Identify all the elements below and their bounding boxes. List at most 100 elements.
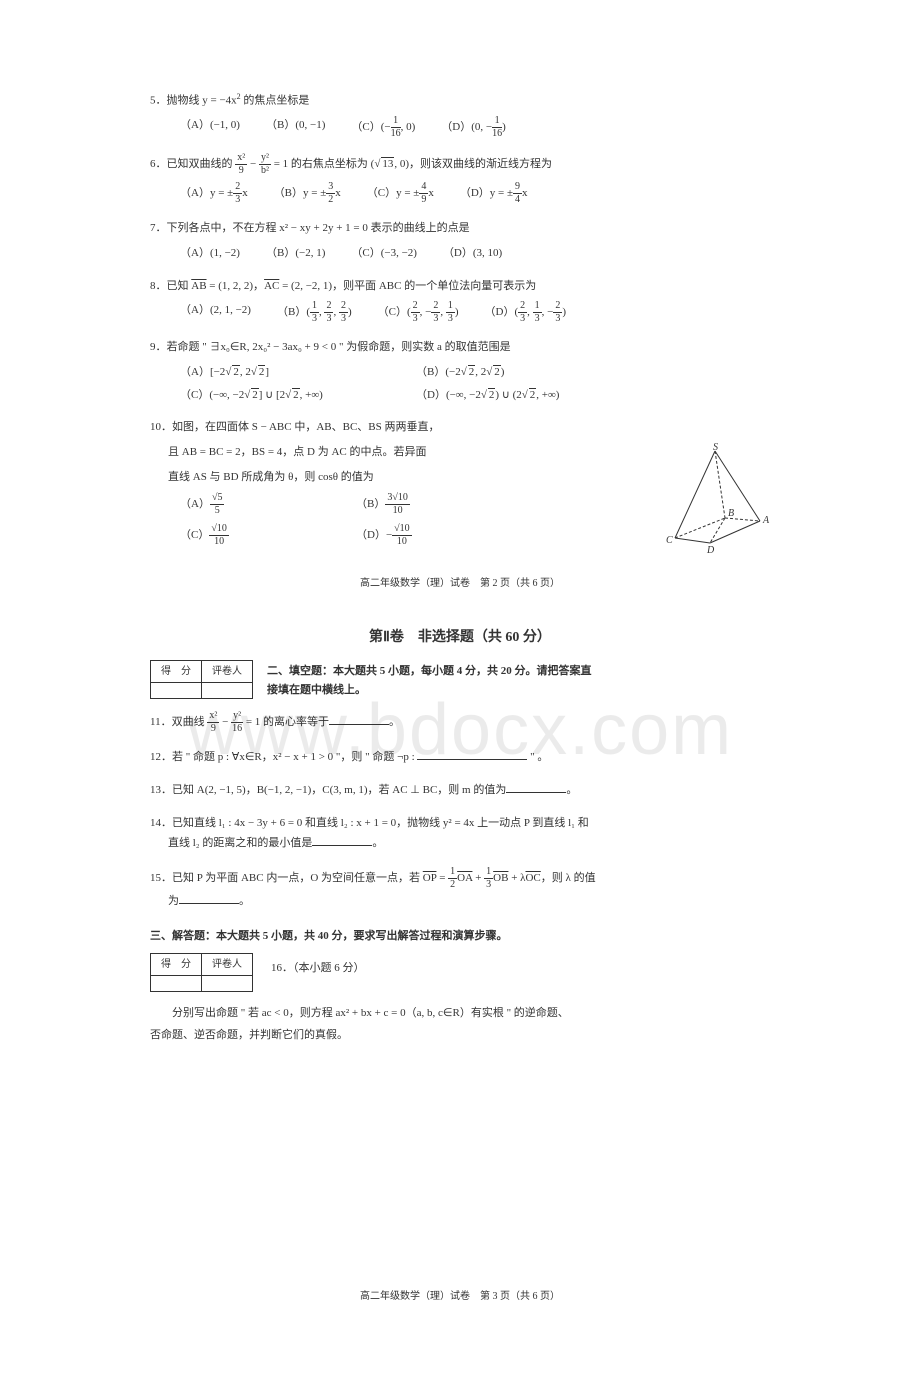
txt: = (2, −2, 1)，则平面 ABC 的一个单位法向量可表示为 [279, 280, 536, 292]
q16-body: 分别写出命题 " 若 ac < 0，则方程 ax² + bx + c = 0（a… [150, 1002, 770, 1046]
txt: 12．若 " 命题 p : ∀x∈R，x² − x + 1 > 0 "，则 " … [150, 751, 417, 763]
q6-opt-d: （D）y = ±94x [460, 182, 528, 205]
blank [329, 713, 389, 725]
q16-b2: 否命题、逆否命题，并判断它们的真假。 [150, 1024, 770, 1046]
frac-n: y² [231, 711, 243, 723]
q6-opt-a: （A）y = ±23x [180, 182, 248, 205]
txt: ) [501, 366, 505, 378]
frac-d: 5 [210, 505, 225, 516]
frac-n: 3 [326, 182, 335, 194]
txt: x [522, 187, 528, 199]
sqrt: 2 [529, 388, 537, 401]
sqrt: 2 [258, 365, 266, 378]
grader-label: 评卷人 [202, 954, 253, 976]
frac-n: 1 [448, 867, 457, 879]
question-13: 13．已知 A(2, −1, 5)，B(−1, 2, −1)，C(3, m, 1… [150, 781, 770, 800]
label-b: B [728, 508, 734, 519]
txt: （D）− [356, 529, 392, 541]
txt: + [472, 872, 484, 884]
sqrt-13: 13 [381, 157, 394, 170]
q7-opt-b: （B）(−2, 1) [266, 244, 325, 263]
txt: （C） [180, 529, 209, 541]
txt: （D）y = ± [460, 187, 513, 199]
txt: （C）(−∞, −2 [180, 389, 244, 401]
question-5: 5．抛物线 y = −4x2 的焦点坐标是 （A）(−1, 0) （B）(0, … [150, 90, 770, 139]
frac-d: 16 [492, 128, 502, 139]
q6-opt-c: （C）y = ±49x [367, 182, 434, 205]
txt: （B）(−2 [416, 366, 461, 378]
q10-l2: 且 AB = BC = 2，BS = 4，点 D 为 AC 的中点。若异面 [150, 443, 640, 462]
txt: + λ [508, 872, 525, 884]
sqrt: 2 [251, 388, 259, 401]
question-14: 14．已知直线 l₁ : 4x − 3y + 6 = 0 和直线 l₂ : x … [150, 814, 770, 853]
frac-n: 9 [513, 182, 522, 194]
frac-n: 1 [533, 301, 542, 313]
question-12: 12．若 " 命题 p : ∀x∈R，x² − x + 1 > 0 "，则 " … [150, 748, 770, 767]
label-d: D [706, 545, 715, 553]
q14-l1: 14．已知直线 l₁ : 4x − 3y + 6 = 0 和直线 l₂ : x … [150, 814, 770, 833]
txt: x [335, 187, 341, 199]
q5-opt-d: （D）(0, −116) [441, 116, 505, 139]
label-a: A [762, 515, 770, 526]
txt: 。 [372, 837, 383, 849]
frac-n: √10 [392, 524, 412, 536]
frac-d: 3 [411, 313, 420, 324]
frac-d: 3 [233, 194, 242, 205]
frac-d: 3 [533, 313, 542, 324]
txt: = [436, 872, 448, 884]
score-label: 得 分 [151, 660, 202, 682]
txt: （B） [356, 498, 385, 510]
q14-l2: 直线 l₂ 的距离之和的最小值是 [168, 837, 312, 849]
frac-n: 2 [411, 301, 420, 313]
q6-stem-c: , 0)，则该双曲线的渐近线方程为 [394, 158, 552, 170]
txt: ] ∪ [2 [259, 389, 285, 401]
vec-ab: AB [191, 280, 206, 292]
txt: 13．已知 A(2, −1, 5)，B(−1, 2, −1)，C(3, m, 1… [150, 784, 506, 796]
txt: 8．已知 [150, 280, 191, 292]
q5-stem-a: 5．抛物线 y = −4x [150, 95, 237, 107]
q6-opt-b: （B）y = ±32x [274, 182, 341, 205]
blank [312, 834, 372, 846]
q16-header: 得 分评卷人 16．（本小题 6 分） [150, 953, 770, 992]
frac-n: 1 [446, 301, 455, 313]
q16-b1: 分别写出命题 " 若 ac < 0，则方程 ax² + bx + c = 0（a… [150, 1002, 770, 1024]
frac-d: 9 [235, 165, 247, 176]
frac-n: 1 [492, 116, 502, 128]
frac-n: √10 [209, 524, 229, 536]
frac-d: 3 [484, 879, 493, 890]
txt: （A）y = ± [180, 187, 233, 199]
frac-d: 16 [231, 723, 243, 734]
q5-opt-c: （C）(−116, 0) [351, 116, 415, 139]
q8-opt-c: （C）(23, −23, 13) [378, 301, 459, 324]
txt: ) ∪ (2 [495, 389, 521, 401]
frac-n: y² [259, 153, 271, 165]
frac-n: 1 [484, 867, 493, 879]
q5c-pre: （C）(− [351, 121, 390, 133]
sqrt: 2 [292, 388, 300, 401]
txt: x [428, 187, 434, 199]
q5-opt-b: （B）(0, −1) [266, 116, 325, 139]
txt: 为 [168, 895, 179, 907]
frac-n: 2 [339, 301, 348, 313]
txt: （B）( [277, 306, 310, 318]
frac-d: 16 [391, 128, 401, 139]
txt: = (1, 2, 2)， [207, 280, 265, 292]
q9-opt-d: （D）(−∞, −22) ∪ (22, +∞) [416, 386, 559, 405]
frac-n: x² [235, 153, 247, 165]
frac-d: 10 [385, 505, 410, 516]
txt: 。 [239, 895, 250, 907]
q9-opt-b: （B）(−22, 22) [416, 363, 504, 382]
q7-opt-a: （A）(1, −2) [180, 244, 240, 263]
blank [417, 748, 527, 760]
score-box: 得 分评卷人 [150, 660, 253, 699]
blank [506, 781, 566, 793]
score-label: 得 分 [151, 954, 202, 976]
txt: ) [562, 306, 566, 318]
grader-label: 评卷人 [202, 660, 253, 682]
frac-n: x² [207, 711, 219, 723]
frac-d: 2 [326, 194, 335, 205]
question-15: 15．已知 P 为平面 ABC 内一点，O 为空间任意一点，若 OP = 12O… [150, 867, 770, 911]
txt: 15．已知 P 为平面 ABC 内一点，O 为空间任意一点，若 [150, 872, 423, 884]
q5d-post: ) [502, 121, 506, 133]
vec-ac: AC [264, 280, 279, 292]
